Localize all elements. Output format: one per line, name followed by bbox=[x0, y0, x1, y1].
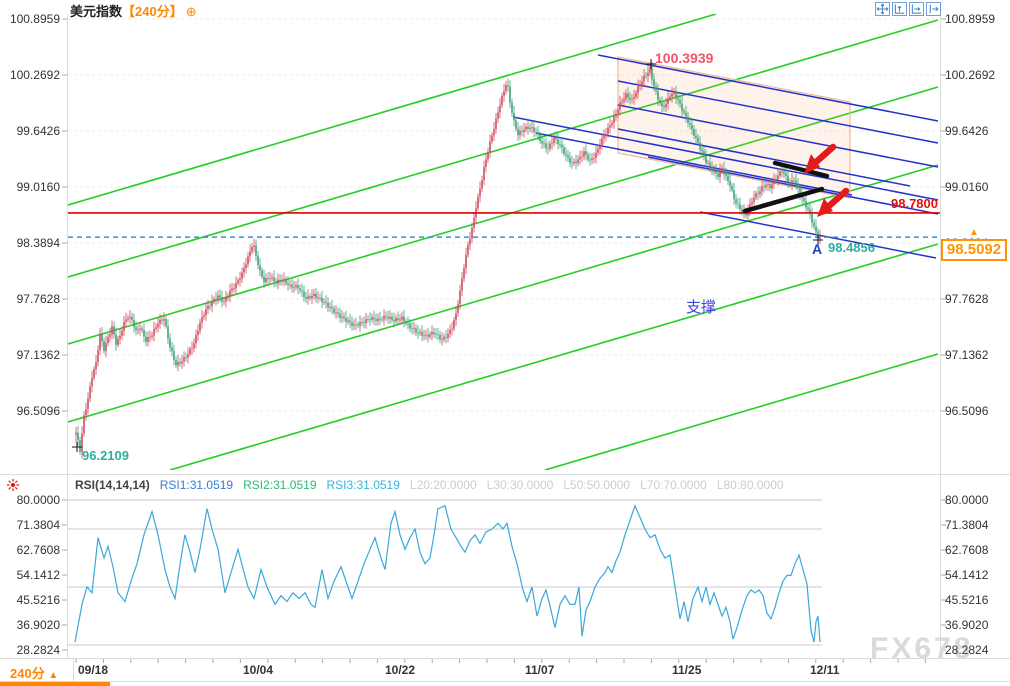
price-axis-label-left: 96.5096 bbox=[16, 404, 60, 418]
support-text-annotation: 支撑 bbox=[686, 299, 717, 316]
recent-low-annotation: 98.4856 bbox=[828, 240, 875, 255]
current-price-badge: 98.5092 bbox=[941, 239, 1007, 261]
rsi-param: RSI2:31.0519 bbox=[243, 478, 317, 492]
active-tab-indicator bbox=[0, 682, 110, 686]
rsi-param: L80:80.0000 bbox=[716, 478, 784, 492]
rsi-param: RSI(14,14,14) bbox=[75, 478, 150, 492]
rsi-param: RSI3:31.0519 bbox=[326, 478, 400, 492]
price-axis-label-left: 97.1362 bbox=[16, 348, 60, 362]
go-to-latest-icon[interactable] bbox=[926, 2, 941, 16]
rsi-axis-label-left: 62.7608 bbox=[16, 543, 60, 557]
rsi-param: L50:50.0000 bbox=[563, 478, 631, 492]
swing-low-annotation: 96.2109 bbox=[82, 448, 129, 463]
rsi-axis-label-left: 54.1412 bbox=[16, 568, 60, 582]
price-axis-label-right: 100.8959 bbox=[945, 12, 996, 26]
peak-price-annotation: 100.3939 bbox=[655, 50, 714, 66]
bottom-bar-border bbox=[0, 681, 1010, 682]
chart-title-row: 美元指数【240分】 ⊕ bbox=[70, 1, 197, 20]
price-axis-label-left: 100.2692 bbox=[9, 68, 60, 82]
rsi-panel-separator bbox=[0, 474, 1010, 475]
rsi-axis-label-right: 36.9020 bbox=[945, 618, 989, 632]
current-price-arrow-icon: ▲ bbox=[969, 227, 979, 238]
rsi-param: L20:20.0000 bbox=[409, 478, 477, 492]
resistance-price-label: 98.7800 bbox=[891, 196, 938, 211]
instrument-title: 美元指数 bbox=[70, 4, 123, 19]
rsi-axis-label-left: 71.3804 bbox=[16, 518, 60, 532]
time-scale-icon[interactable] bbox=[909, 2, 924, 16]
rsi-param: RSI1:31.0519 bbox=[159, 478, 234, 492]
date-axis-label: 10/04 bbox=[243, 663, 274, 677]
left-axis-border bbox=[67, 14, 68, 658]
price-axis-label-right: 99.6426 bbox=[945, 124, 989, 138]
price-axis-label-right: 97.7628 bbox=[945, 292, 989, 306]
price-axis-label-right: 96.5096 bbox=[945, 404, 989, 418]
point-a-marker: A bbox=[812, 241, 823, 257]
rsi-axis-label-right: 71.3804 bbox=[945, 518, 989, 532]
rsi-param: L70:70.0000 bbox=[640, 478, 707, 492]
rsi-axis-label-right: 80.0000 bbox=[945, 493, 989, 507]
price-axis-label-right: 99.0160 bbox=[945, 180, 989, 194]
price-axis-label-right: 100.2692 bbox=[945, 68, 996, 82]
price-axis-label-left: 99.0160 bbox=[16, 180, 60, 194]
rsi-axis-label-left: 80.0000 bbox=[16, 493, 60, 507]
footer-separator bbox=[73, 659, 74, 681]
price-axis-label-right: 97.1362 bbox=[945, 348, 989, 362]
timeframe-tab-label: 240分 bbox=[10, 666, 45, 681]
date-axis-label: 09/18 bbox=[78, 663, 109, 677]
price-axis-label-left: 97.7628 bbox=[16, 292, 60, 306]
add-indicator-icon[interactable]: ⊕ bbox=[185, 4, 197, 19]
timeframe-tab-240min[interactable]: 240分 ▲ bbox=[10, 663, 58, 682]
timeframe-label: 【240分】 bbox=[122, 4, 183, 19]
watermark: FX678 bbox=[870, 632, 974, 665]
date-axis-label: 12/11 bbox=[810, 663, 840, 677]
pan-icon[interactable] bbox=[875, 2, 890, 16]
date-axis-label: 10/22 bbox=[385, 663, 416, 677]
rsi-axis-label-right: 28.2824 bbox=[945, 643, 989, 657]
date-axis-label: 11/07 bbox=[525, 663, 555, 677]
date-axis-border bbox=[0, 658, 1010, 659]
rsi-axis-label-right: 62.7608 bbox=[945, 543, 989, 557]
rsi-axis-label-right: 45.5216 bbox=[945, 593, 989, 607]
timeframe-tab-arrow-icon: ▲ bbox=[48, 670, 59, 681]
price-axis-label-left: 99.6426 bbox=[16, 124, 60, 138]
rsi-axis-label-left: 36.9020 bbox=[16, 618, 60, 632]
chart-toolbar bbox=[875, 2, 941, 16]
rsi-axis-label-left: 45.5216 bbox=[16, 593, 60, 607]
right-axis-border bbox=[940, 14, 941, 658]
rsi-param: L30:30.0000 bbox=[486, 478, 554, 492]
price-axis-label-left: 100.8959 bbox=[9, 12, 60, 26]
rsi-axis-label-right: 54.1412 bbox=[945, 568, 989, 582]
date-axis-label: 11/25 bbox=[672, 663, 702, 677]
price-scale-icon[interactable] bbox=[892, 2, 907, 16]
price-axis-label-left: 98.3894 bbox=[16, 236, 60, 250]
rsi-axis-label-left: 28.2824 bbox=[16, 643, 60, 657]
rsi-indicator-header: RSI(14,14,14) RSI1:31.0519 RSI2:31.0519 RSI… bbox=[75, 478, 794, 492]
